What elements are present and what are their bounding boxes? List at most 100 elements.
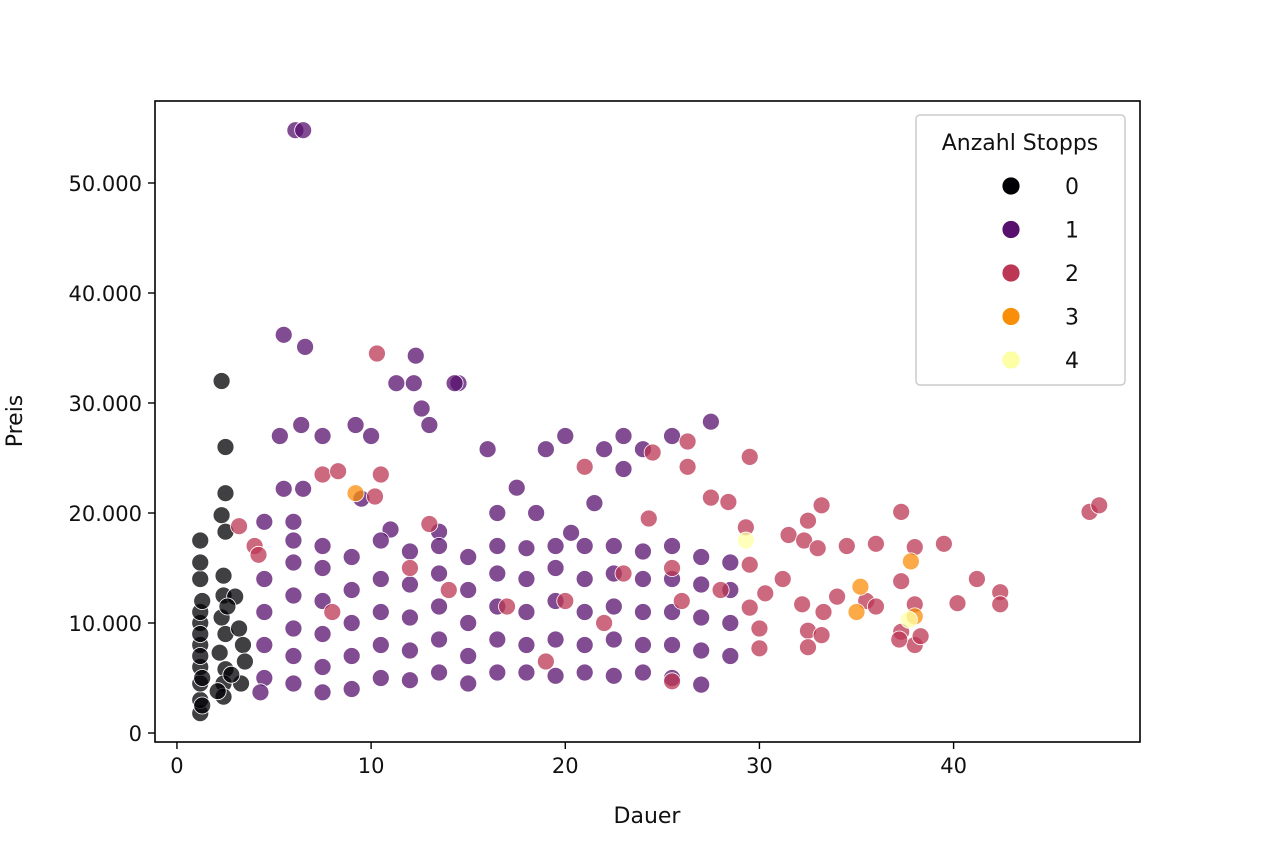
data-point-stops-1 — [371, 570, 390, 588]
data-point-stops-2 — [329, 462, 347, 481]
data-point-stops-2 — [911, 627, 930, 646]
data-point-stops-1 — [401, 641, 419, 660]
data-point-stops-1 — [459, 674, 478, 693]
data-point-stops-3 — [847, 603, 866, 621]
data-point-stops-1 — [604, 597, 623, 616]
data-point-stops-2 — [799, 638, 817, 657]
data-point-stops-2 — [779, 526, 798, 544]
data-point-stops-1 — [342, 680, 361, 698]
legend-marker-2 — [1001, 263, 1021, 283]
data-point-stops-1 — [255, 512, 274, 531]
x-tick-label: 20 — [552, 754, 579, 778]
data-point-stops-1 — [546, 537, 565, 555]
data-point-stops-1 — [488, 564, 507, 583]
data-point-stops-2 — [323, 603, 342, 621]
data-point-stops-1 — [634, 542, 652, 561]
data-point-stops-1 — [478, 440, 497, 459]
data-point-stops-1 — [488, 504, 507, 522]
data-point-stops-1 — [342, 581, 361, 599]
data-point-stops-1 — [404, 374, 423, 393]
data-point-stops-2 — [313, 465, 332, 484]
data-point-stops-0 — [212, 372, 231, 390]
data-point-stops-1 — [517, 570, 536, 588]
data-point-stops-2 — [556, 592, 575, 610]
data-point-stops-2 — [420, 515, 439, 533]
data-point-stops-0 — [222, 665, 241, 684]
data-point-stops-1 — [701, 412, 720, 431]
data-point-stops-1 — [420, 416, 439, 434]
y-axis-label: Preis — [3, 395, 28, 448]
data-point-stops-1 — [546, 559, 565, 577]
data-point-stops-1 — [546, 666, 565, 685]
data-point-stops-1 — [614, 460, 633, 478]
legend-box — [915, 114, 1126, 386]
data-point-stops-2 — [812, 626, 831, 645]
data-point-stops-1 — [692, 608, 711, 627]
data-point-stops-2 — [991, 595, 1010, 614]
data-point-stops-1 — [604, 630, 623, 649]
data-point-stops-2 — [867, 597, 885, 616]
data-point-stops-2 — [1090, 496, 1109, 515]
data-point-stops-0 — [191, 570, 210, 588]
data-point-stops-0 — [210, 643, 229, 662]
data-point-stops-1 — [401, 575, 419, 594]
data-point-stops-1 — [692, 641, 711, 660]
data-point-stops-1 — [274, 325, 293, 344]
data-point-stops-1 — [517, 603, 536, 621]
data-point-stops-1 — [274, 479, 293, 498]
data-point-stops-2 — [799, 511, 817, 530]
data-point-stops-1 — [313, 537, 332, 555]
data-point-stops-1 — [614, 427, 633, 445]
points-layer — [191, 121, 1109, 723]
data-point-stops-1 — [459, 647, 478, 665]
data-point-stops-2 — [371, 465, 390, 484]
data-point-stops-0 — [218, 597, 237, 616]
data-point-stops-2 — [773, 570, 792, 588]
data-point-stops-0 — [214, 566, 233, 585]
data-point-stops-1 — [284, 647, 303, 665]
data-point-stops-1 — [255, 570, 274, 588]
data-point-stops-0 — [191, 625, 210, 643]
data-point-stops-1 — [562, 523, 580, 542]
data-point-stops-1 — [362, 427, 381, 445]
data-point-stops-2 — [643, 443, 662, 462]
data-point-stops-1 — [575, 537, 594, 555]
data-point-stops-1 — [251, 683, 270, 702]
x-tick-label: 40 — [940, 754, 967, 778]
data-point-stops-2 — [750, 639, 769, 658]
data-point-stops-1 — [459, 548, 478, 566]
data-point-stops-1 — [430, 663, 448, 682]
data-point-stops-1 — [575, 663, 594, 682]
data-point-stops-1 — [459, 614, 478, 632]
data-point-stops-1 — [721, 647, 740, 665]
y-tick-label: 30.000 — [69, 392, 142, 416]
legend-marker-1 — [1001, 220, 1021, 239]
data-point-stops-1 — [634, 570, 652, 588]
data-point-stops-1 — [430, 630, 448, 649]
data-point-stops-0 — [235, 652, 254, 671]
data-point-stops-2 — [837, 537, 856, 555]
legend-label: 3 — [1065, 306, 1079, 331]
data-point-stops-0 — [212, 506, 231, 525]
data-point-stops-1 — [284, 586, 303, 605]
data-point-stops-0 — [191, 553, 210, 572]
data-point-stops-1 — [342, 647, 361, 665]
data-point-stops-1 — [604, 537, 623, 555]
data-point-stops-1 — [270, 427, 289, 445]
data-point-stops-2 — [756, 584, 775, 603]
x-axis: 0 10 20 30 40 — [170, 742, 967, 778]
data-point-stops-1 — [721, 614, 740, 632]
data-point-stops-1 — [556, 427, 575, 445]
data-point-stops-1 — [575, 570, 594, 588]
data-point-stops-1 — [634, 603, 652, 621]
data-point-stops-1 — [692, 675, 711, 694]
data-point-stops-3 — [851, 577, 870, 596]
data-point-stops-2 — [498, 597, 516, 616]
data-point-stops-2 — [230, 517, 248, 536]
data-point-stops-2 — [740, 598, 759, 617]
data-point-stops-2 — [368, 344, 386, 363]
plot-frame — [154, 100, 1141, 743]
data-point-stops-1 — [255, 603, 274, 621]
data-point-stops-0 — [234, 636, 252, 654]
legend-marker-0 — [1001, 176, 1021, 196]
